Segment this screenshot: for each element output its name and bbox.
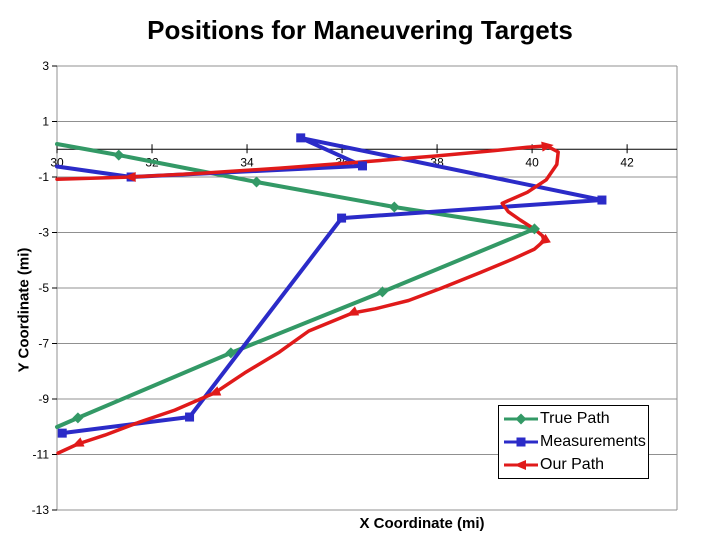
y-tick-label: -1 [38, 170, 49, 184]
y-tick-label: -5 [38, 281, 49, 295]
data-point-marker [388, 201, 400, 213]
markers-true-path [72, 149, 540, 424]
legend-label: Measurements [540, 433, 646, 450]
legend-item-measurements: Measurements [503, 431, 648, 454]
y-tick-label: -3 [38, 226, 49, 240]
data-point-marker [337, 213, 347, 223]
y-tick-label: -11 [33, 448, 50, 462]
data-point-marker [225, 347, 237, 359]
chart-title: Positions for Maneuvering Targets [147, 15, 573, 45]
data-point-marker [57, 428, 67, 438]
legend-marker-diamond-icon [504, 413, 538, 425]
data-point-marker [251, 176, 263, 188]
legend-label: Our Path [540, 455, 605, 473]
y-tick-label: -9 [38, 392, 49, 406]
legend: True Path Measurements Our Path [498, 405, 649, 479]
data-point-marker [123, 172, 136, 182]
data-point-marker [185, 412, 195, 422]
y-tick-label: 1 [42, 115, 49, 129]
data-point-marker [541, 141, 554, 152]
data-point-marker [113, 149, 125, 161]
data-point-marker [528, 223, 540, 235]
x-tick-label: 40 [525, 155, 539, 169]
y-tick-label: -13 [32, 503, 50, 517]
data-point-marker [208, 386, 222, 396]
legend-label: True Path [540, 410, 610, 428]
data-point-marker [515, 413, 527, 425]
data-point-marker [514, 459, 526, 470]
series-line-measurements [55, 135, 604, 436]
series-line-our-path [55, 144, 560, 455]
data-point-marker [346, 306, 360, 316]
legend-marker-square-icon [504, 437, 538, 447]
series-markers [57, 133, 607, 447]
data-point-marker [597, 195, 607, 205]
legend-item-true-path: True Path [503, 408, 648, 431]
data-point-marker [71, 437, 85, 447]
x-tick-label: 34 [240, 155, 254, 169]
data-point-marker [516, 437, 526, 447]
y-tick-label: -7 [38, 337, 49, 351]
data-point-marker [538, 233, 551, 245]
data-point-marker [357, 161, 367, 171]
x-tick-label: 42 [620, 155, 634, 169]
legend-item-our-path: Our Path [503, 453, 648, 476]
data-point-marker [376, 286, 388, 298]
markers-our-path [71, 141, 554, 447]
legend-marker-arrow-icon [504, 459, 538, 470]
data-point-marker [72, 412, 84, 424]
x-axis-title: X Coordinate (mi) [359, 515, 485, 532]
y-tick-label: 3 [42, 59, 49, 73]
series-line-true-path [55, 142, 537, 429]
data-point-marker [296, 133, 306, 143]
